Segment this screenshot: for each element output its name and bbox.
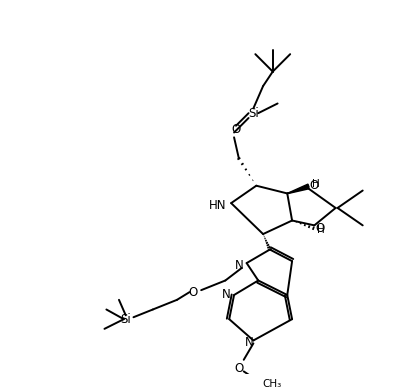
- Text: N: N: [235, 259, 243, 272]
- Text: CH₃: CH₃: [262, 379, 281, 387]
- Text: O: O: [231, 123, 241, 136]
- Polygon shape: [287, 184, 309, 194]
- Text: Si: Si: [120, 313, 131, 326]
- Text: H: H: [312, 179, 320, 189]
- Text: O: O: [189, 286, 198, 299]
- Text: O: O: [316, 222, 325, 235]
- Text: O: O: [234, 362, 244, 375]
- Text: N: N: [245, 336, 254, 349]
- Text: HN: HN: [209, 199, 226, 212]
- Text: O: O: [310, 179, 319, 192]
- Text: Si: Si: [248, 107, 259, 120]
- Text: H: H: [317, 225, 325, 235]
- Text: N: N: [222, 288, 231, 301]
